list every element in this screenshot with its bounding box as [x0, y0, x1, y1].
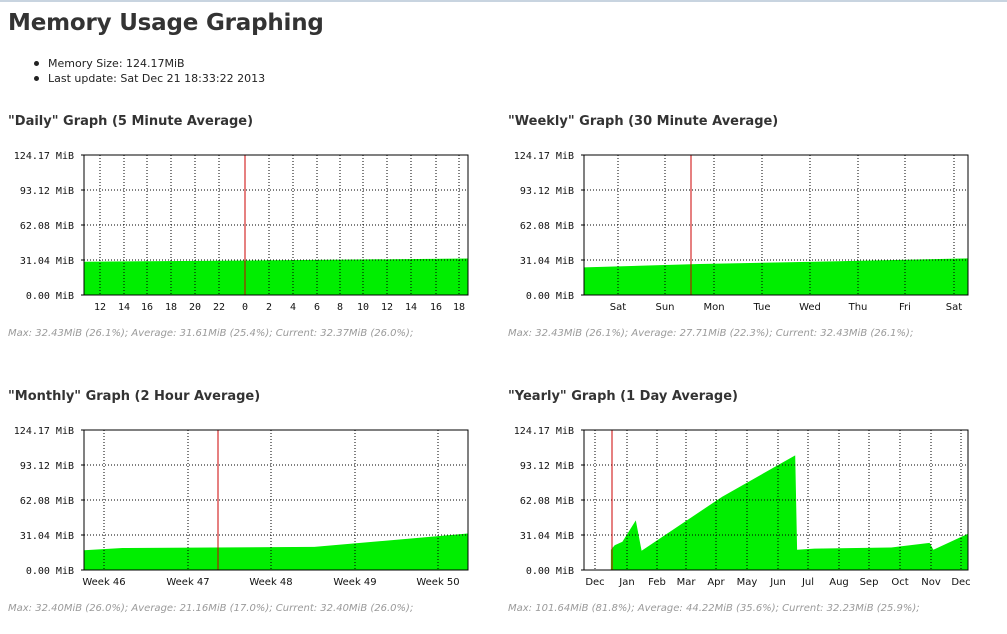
- yearly-graph-title: "Yearly" Graph (1 Day Average): [508, 389, 738, 404]
- y-axis-label: 124.17 MiB: [14, 426, 74, 437]
- y-axis-label: 62.08 MiB: [520, 221, 574, 232]
- x-axis-label: Apr: [707, 577, 725, 588]
- x-axis-label: Nov: [921, 577, 941, 588]
- y-axis-label: 93.12 MiB: [20, 186, 74, 197]
- memory-info-list: Memory Size: 124.17MiB Last update: Sat …: [34, 56, 265, 86]
- memory-area-series: [584, 258, 968, 295]
- daily-graph-chart: 124.17 MiB 93.12 MiB 62.08 MiB 31.04 MiB 0.0…: [14, 151, 469, 313]
- y-axis-label: 93.12 MiB: [520, 461, 574, 472]
- x-axis-label: Wed: [799, 302, 821, 313]
- weekly-graph-title: "Weekly" Graph (30 Minute Average): [508, 114, 779, 129]
- y-axis-label: 93.12 MiB: [20, 461, 74, 472]
- x-axis-label: Dec: [585, 577, 604, 588]
- yearly-graph-chart: 124.17 MiB 93.12 MiB 62.08 MiB 31.04 MiB 0.0…: [514, 426, 971, 588]
- y-axis-label: 0.00 MiB: [526, 291, 574, 302]
- y-axis-label: 93.12 MiB: [520, 186, 574, 197]
- yearly-graph-panel: "Yearly" Graph (1 Day Average) 124.17 Mi…: [508, 389, 988, 629]
- x-axis-label: 18: [453, 302, 465, 313]
- memory-area-series: [84, 258, 468, 295]
- x-axis-label: Jun: [769, 577, 786, 588]
- y-axis-label: 124.17 MiB: [514, 426, 574, 437]
- x-axis-label: 20: [189, 302, 201, 313]
- y-axis-label: 31.04 MiB: [20, 256, 74, 267]
- x-axis-label: 8: [337, 302, 343, 313]
- x-axis-label: 22: [213, 302, 225, 313]
- yearly-graph-stats: Max: 101.64MiB (81.8%); Average: 44.22Mi…: [508, 603, 920, 614]
- x-axis-label: Oct: [891, 577, 908, 588]
- y-axis-label: 0.00 MiB: [26, 291, 74, 302]
- x-axis-label: 0: [242, 302, 248, 313]
- x-axis-label: 12: [94, 302, 106, 313]
- x-axis-label: Mon: [703, 302, 724, 313]
- x-axis-label: Tue: [752, 302, 770, 313]
- x-axis-label: 18: [165, 302, 177, 313]
- y-axis-label: 124.17 MiB: [14, 151, 74, 162]
- x-axis-label: 14: [118, 302, 130, 313]
- x-axis-label: 12: [381, 302, 393, 313]
- y-axis-label: 62.08 MiB: [20, 496, 74, 507]
- x-axis-label: 14: [405, 302, 417, 313]
- monthly-graph-panel: "Monthly" Graph (2 Hour Average) 124.17 …: [8, 389, 488, 629]
- x-axis-label: Jul: [801, 577, 814, 588]
- x-axis-label: Sep: [860, 577, 879, 588]
- x-axis-label: 6: [314, 302, 320, 313]
- x-axis-label: May: [737, 577, 758, 588]
- daily-graph-panel: "Daily" Graph (5 Minute Average) 124.17 …: [8, 114, 488, 354]
- x-axis-label: Week 47: [166, 577, 209, 588]
- y-axis-label: 0.00 MiB: [526, 566, 574, 577]
- x-axis-label: Sun: [655, 302, 674, 313]
- x-axis-label: Mar: [677, 577, 697, 588]
- x-axis-label: Sat: [946, 302, 962, 313]
- x-axis-label: 2: [266, 302, 272, 313]
- page-title: Memory Usage Graphing: [8, 10, 324, 36]
- y-axis-label: 62.08 MiB: [520, 496, 574, 507]
- x-axis-label: Week 50: [416, 577, 459, 588]
- y-axis-label: 62.08 MiB: [20, 221, 74, 232]
- memory-area-series: [84, 533, 468, 570]
- weekly-graph-panel: "Weekly" Graph (30 Minute Average) 124.1…: [508, 114, 988, 354]
- memory-area-series: [610, 455, 968, 570]
- x-axis-label: 10: [357, 302, 369, 313]
- x-axis-label: Week 49: [333, 577, 376, 588]
- weekly-graph-chart: 124.17 MiB 93.12 MiB 62.08 MiB 31.04 MiB 0.0…: [514, 151, 969, 313]
- x-axis-label: Aug: [829, 577, 849, 588]
- top-border: [0, 0, 1007, 2]
- x-axis-label: Feb: [648, 577, 666, 588]
- weekly-graph-stats: Max: 32.43MiB (26.1%); Average: 27.71MiB…: [508, 328, 914, 339]
- x-axis-label: 16: [141, 302, 153, 313]
- x-axis-label: Week 48: [249, 577, 292, 588]
- monthly-graph-title: "Monthly" Graph (2 Hour Average): [8, 389, 261, 404]
- y-axis-label: 0.00 MiB: [26, 566, 74, 577]
- y-axis-label: 124.17 MiB: [514, 151, 574, 162]
- monthly-graph-chart: 124.17 MiB 93.12 MiB 62.08 MiB 31.04 MiB 0.0…: [14, 426, 469, 588]
- last-update-item: Last update: Sat Dec 21 18:33:22 2013: [34, 71, 265, 86]
- x-axis-label: Jan: [618, 577, 634, 588]
- x-axis-label: 16: [430, 302, 442, 313]
- daily-graph-title: "Daily" Graph (5 Minute Average): [8, 114, 254, 129]
- x-axis-label: Thu: [848, 302, 868, 313]
- memory-size-item: Memory Size: 124.17MiB: [34, 56, 265, 71]
- x-axis-label: Dec: [951, 577, 970, 588]
- monthly-graph-stats: Max: 32.40MiB (26.0%); Average: 21.16MiB…: [8, 603, 414, 614]
- x-axis-label: Sat: [610, 302, 626, 313]
- y-axis-label: 31.04 MiB: [20, 531, 74, 542]
- x-axis-label: Fri: [899, 302, 911, 313]
- daily-graph-stats: Max: 32.43MiB (26.1%); Average: 31.61MiB…: [8, 328, 414, 339]
- x-axis-label: Week 46: [82, 577, 125, 588]
- x-axis-label: 4: [290, 302, 296, 313]
- y-axis-label: 31.04 MiB: [520, 531, 574, 542]
- y-axis-label: 31.04 MiB: [520, 256, 574, 267]
